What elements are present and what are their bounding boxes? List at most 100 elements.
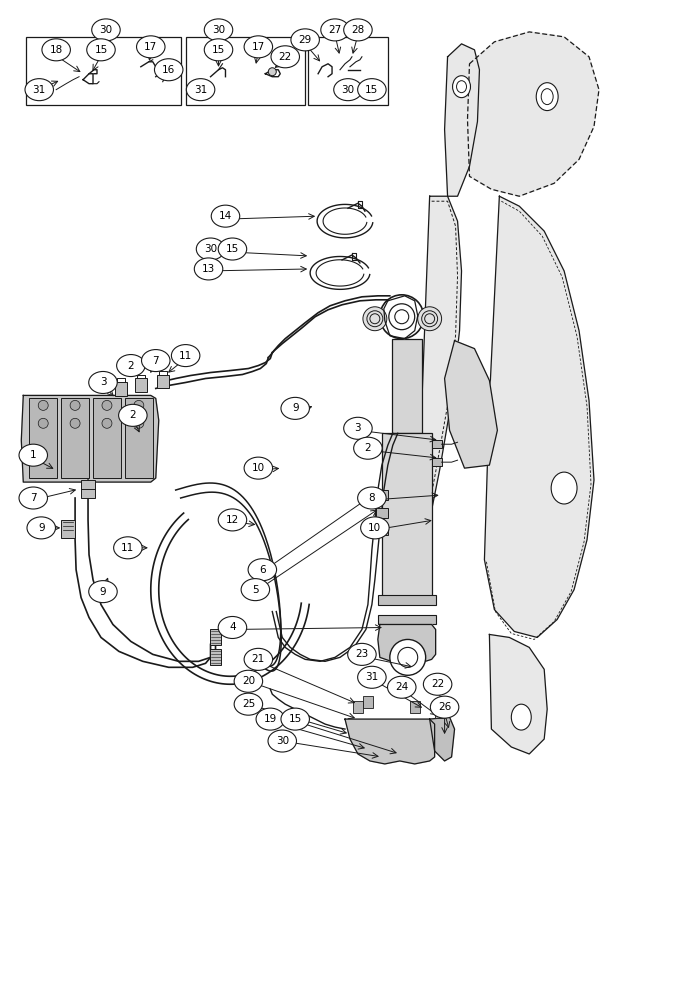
Text: 29: 29: [299, 35, 312, 45]
Text: 30: 30: [276, 736, 289, 746]
Circle shape: [395, 310, 409, 324]
Circle shape: [418, 307, 442, 331]
Text: 17: 17: [252, 42, 265, 52]
Ellipse shape: [27, 517, 56, 539]
Ellipse shape: [431, 696, 459, 718]
Text: 26: 26: [438, 702, 451, 712]
Circle shape: [367, 311, 383, 327]
Ellipse shape: [358, 666, 386, 688]
Text: 24: 24: [395, 682, 409, 692]
Ellipse shape: [19, 487, 47, 509]
Ellipse shape: [92, 19, 120, 41]
Polygon shape: [429, 717, 455, 761]
Text: 27: 27: [328, 25, 342, 35]
Polygon shape: [444, 44, 480, 196]
Text: 10: 10: [368, 523, 381, 533]
Ellipse shape: [248, 559, 277, 581]
Text: 2: 2: [129, 410, 136, 420]
Polygon shape: [489, 634, 547, 754]
Bar: [210, 649, 222, 665]
Bar: [382, 433, 431, 598]
Ellipse shape: [136, 36, 165, 58]
Bar: [378, 595, 436, 605]
Bar: [431, 458, 442, 466]
Text: 15: 15: [288, 714, 302, 724]
Text: 11: 11: [121, 543, 134, 553]
Ellipse shape: [536, 83, 558, 111]
Ellipse shape: [244, 36, 272, 58]
Ellipse shape: [321, 19, 350, 41]
Ellipse shape: [291, 29, 319, 51]
Ellipse shape: [186, 79, 215, 101]
Text: 15: 15: [212, 45, 225, 55]
Ellipse shape: [218, 616, 247, 638]
Bar: [81, 480, 95, 498]
Text: 22: 22: [431, 679, 444, 689]
Ellipse shape: [361, 517, 389, 539]
Bar: [125, 398, 153, 478]
Text: 4: 4: [229, 622, 236, 632]
Ellipse shape: [358, 487, 386, 509]
Polygon shape: [345, 719, 435, 764]
Circle shape: [390, 639, 426, 675]
Text: 19: 19: [264, 714, 277, 724]
Text: 15: 15: [226, 244, 239, 254]
Bar: [26, 37, 181, 105]
Ellipse shape: [171, 345, 200, 367]
Text: 31: 31: [365, 672, 378, 682]
Bar: [61, 398, 89, 478]
Text: 10: 10: [252, 463, 265, 473]
Bar: [376, 508, 388, 518]
Text: 31: 31: [194, 85, 207, 95]
Text: 20: 20: [241, 676, 255, 686]
Text: 7: 7: [153, 356, 159, 366]
Ellipse shape: [114, 537, 142, 559]
Text: 13: 13: [202, 264, 215, 274]
Text: 8: 8: [369, 493, 375, 503]
Ellipse shape: [204, 19, 233, 41]
Ellipse shape: [268, 730, 297, 752]
Bar: [135, 378, 147, 392]
Circle shape: [166, 64, 175, 72]
Polygon shape: [418, 196, 462, 570]
Bar: [363, 696, 373, 708]
Ellipse shape: [387, 676, 416, 698]
Ellipse shape: [211, 205, 239, 227]
Text: 17: 17: [144, 42, 158, 52]
Ellipse shape: [256, 708, 285, 730]
Circle shape: [424, 314, 435, 324]
Bar: [61, 520, 75, 538]
Text: 30: 30: [341, 85, 354, 95]
Circle shape: [39, 418, 48, 428]
Ellipse shape: [334, 79, 362, 101]
Circle shape: [268, 68, 277, 76]
Circle shape: [370, 314, 380, 324]
Bar: [308, 37, 388, 105]
Circle shape: [39, 400, 48, 410]
Text: 31: 31: [32, 85, 46, 95]
Ellipse shape: [551, 472, 577, 504]
Text: 22: 22: [279, 52, 292, 62]
Bar: [410, 701, 420, 713]
Ellipse shape: [423, 673, 452, 695]
Bar: [391, 339, 422, 433]
Ellipse shape: [344, 417, 372, 439]
Text: 9: 9: [38, 523, 45, 533]
Ellipse shape: [271, 46, 299, 68]
Circle shape: [134, 400, 144, 410]
Text: 11: 11: [179, 351, 192, 361]
Bar: [435, 706, 444, 718]
Bar: [376, 525, 388, 535]
Bar: [431, 440, 442, 448]
Ellipse shape: [25, 79, 54, 101]
Polygon shape: [384, 296, 418, 339]
Text: 25: 25: [241, 699, 255, 709]
Text: 21: 21: [252, 654, 265, 664]
Ellipse shape: [244, 648, 272, 670]
Text: 5: 5: [252, 585, 259, 595]
Text: 9: 9: [100, 587, 106, 597]
Text: 2: 2: [127, 361, 134, 371]
Ellipse shape: [155, 59, 183, 81]
Text: 12: 12: [226, 515, 239, 525]
Polygon shape: [21, 395, 159, 482]
